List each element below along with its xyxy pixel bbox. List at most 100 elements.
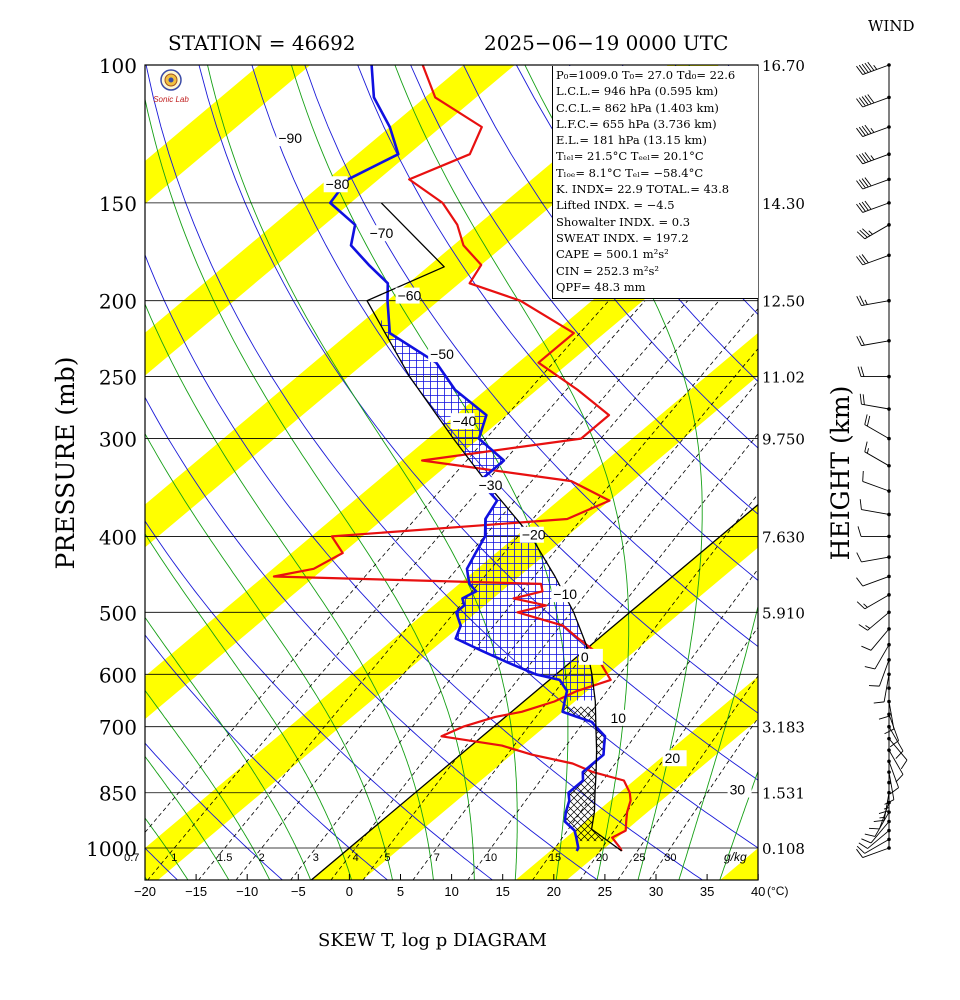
- wind-barb-feather: [861, 63, 869, 73]
- wind-barb: [861, 340, 890, 347]
- wind-barb: [870, 821, 890, 844]
- info-line: Showalter INDX. = 0.3: [556, 214, 691, 229]
- pressure-tick-label: 250: [99, 366, 137, 390]
- dry-adiabat: [145, 520, 494, 880]
- isotherm-label: −50: [430, 346, 454, 362]
- height-tick-label: 1.531: [762, 785, 805, 803]
- isotherm-label-bg: [727, 781, 752, 798]
- height-tick-label: 0.108: [762, 840, 805, 858]
- wind-barb: [864, 224, 890, 240]
- parcel-trace: [366, 202, 623, 852]
- isotherm-stripe: [720, 848, 758, 880]
- wind-barb-feather: [856, 848, 864, 858]
- pressure-tick-label: 1000: [86, 837, 137, 861]
- wind-barb-feather: [861, 153, 869, 163]
- height-tick-label: 11.02: [762, 369, 805, 387]
- mixing-ratio-label: 15: [549, 852, 561, 864]
- wind-barb-feather: [868, 685, 880, 687]
- isotherm-label-bg: [395, 287, 420, 304]
- x-tick-label: 40: [751, 884, 765, 899]
- height-axis-title: HEIGHT (km): [826, 386, 855, 561]
- wind-barb-feather: [864, 124, 872, 134]
- isotherm-label-bg: [276, 130, 301, 147]
- wind-barb: [879, 802, 890, 830]
- mixing-ratio-line: [235, 300, 720, 880]
- mixing-ratio-line: [198, 300, 689, 880]
- wind-barb-feather: [900, 759, 908, 770]
- mixing-ratio-line: [145, 300, 610, 833]
- wind-barb-feather: [864, 200, 872, 210]
- wind-barb-feather: [856, 256, 864, 266]
- wind-barb-feather: [856, 127, 864, 137]
- isotherm-stripe: [145, 65, 515, 376]
- wind-barb-feather: [873, 819, 885, 822]
- wind-barb-feather: [864, 414, 868, 425]
- height-tick-label: 3.183: [762, 719, 805, 737]
- wind-barb-feather: [868, 827, 880, 830]
- mixing-ratio-line: [412, 433, 758, 880]
- isotherm-label: −10: [553, 586, 577, 602]
- wind-barb: [861, 509, 890, 515]
- wind-barb: [862, 178, 890, 190]
- dry-adiabat: [357, 65, 758, 581]
- cape-area: [378, 320, 596, 701]
- mixing-ratio-line: [290, 307, 758, 880]
- wind-barb-feather: [858, 97, 866, 107]
- wind-barb-feather: [861, 254, 869, 264]
- wind-barb: [888, 701, 895, 730]
- info-line: Lifted INDX. = −4.5: [556, 198, 675, 213]
- pressure-tick-label: 500: [99, 601, 137, 625]
- wind-barb-feather: [858, 154, 866, 164]
- wind-barb-feather: [860, 366, 865, 377]
- wind-barb-feather: [858, 64, 866, 74]
- mixing-ratio-label: 7: [434, 852, 440, 864]
- x-tick-label: 10: [444, 884, 458, 899]
- isotherm-label: −40: [453, 413, 477, 429]
- svg-text:Sonic Lab: Sonic Lab: [153, 95, 189, 104]
- wind-barb: [862, 153, 890, 165]
- isotherm-label: 0: [581, 649, 589, 665]
- wind-barb-feather: [858, 842, 868, 849]
- wind-barb: [864, 424, 890, 439]
- wind-barb: [874, 644, 890, 670]
- info-line: CAPE = 500.1 m²s²: [556, 247, 669, 262]
- wind-label: WIND: [868, 17, 915, 35]
- wind-barb-feather: [856, 552, 862, 563]
- pressure-tick-label: 300: [99, 428, 137, 452]
- wind-barb-feather: [856, 180, 864, 190]
- wind-barb-feather: [864, 152, 872, 161]
- height-tick-label: 12.50: [762, 293, 805, 311]
- wind-barb: [888, 761, 899, 788]
- moist-adiabat: [761, 65, 960, 880]
- wind-barb-feather: [857, 366, 862, 377]
- height-tick-label: 14.30: [762, 195, 805, 213]
- dry-adiabat: [198, 65, 758, 781]
- mixing-ratio-line: [532, 568, 758, 880]
- info-line: L.F.C.= 655 hPa (3.736 km): [556, 116, 717, 131]
- wind-barb: [862, 847, 890, 858]
- height-tick-label: 9.750: [762, 431, 805, 449]
- x-tick-label: 0: [346, 884, 353, 899]
- pressure-tick-label: 150: [99, 192, 137, 216]
- wind-barb-feather: [861, 201, 869, 211]
- wind-barb: [861, 403, 890, 410]
- info-line: Tₗₑₗ= 21.5°C Tₑₑₗ= 20.1°C: [556, 149, 704, 164]
- dry-adiabat: [410, 65, 758, 515]
- wind-barb-feather: [873, 701, 885, 704]
- isotherm-label-bg: [323, 176, 348, 193]
- wind-barb-feather: [862, 470, 864, 482]
- x-tick-label: 25: [598, 884, 612, 899]
- wind-barb-feather: [856, 845, 866, 854]
- dry-adiabat: [910, 29, 960, 880]
- wind-barb-feather: [862, 228, 871, 237]
- wind-barb-feather: [858, 624, 868, 631]
- wind-barb: [862, 481, 890, 492]
- wind-barb: [861, 556, 890, 563]
- isotherm-label: −80: [326, 176, 350, 192]
- pressure-axis-title: PRESSURE (mb): [51, 356, 80, 569]
- info-line: QPF= 48.3 mm: [556, 279, 646, 294]
- isotherm-label-bg: [608, 709, 633, 726]
- info-line: Tₗₒₑ= 8.1°C Tₑₗ= −58.4°C: [556, 165, 704, 180]
- wind-barb: [864, 594, 890, 610]
- info-line: P₀=1009.0 T₀= 27.0 Td₀= 22.6: [556, 68, 736, 82]
